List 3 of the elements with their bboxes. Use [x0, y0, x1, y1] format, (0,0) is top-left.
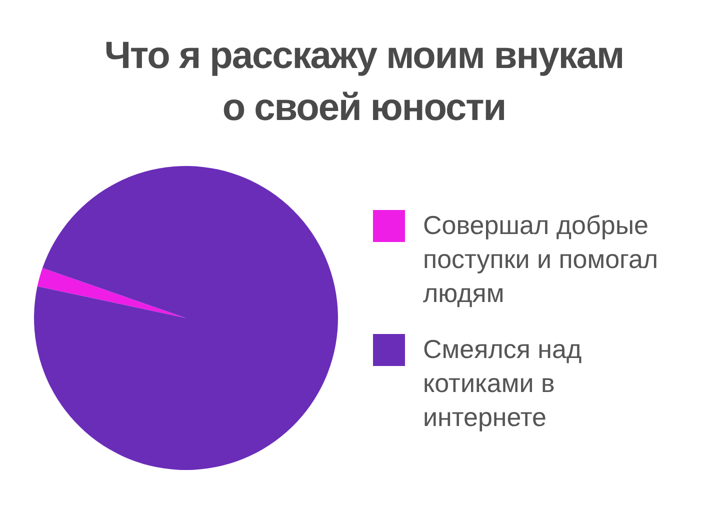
- legend-label: Совершал добрые поступки и помогал людям: [423, 209, 660, 310]
- chart-title: Что я расскажу моим внукам о своей юности: [104, 34, 624, 131]
- legend-label: Смеялся над котиками в интернете: [423, 333, 583, 434]
